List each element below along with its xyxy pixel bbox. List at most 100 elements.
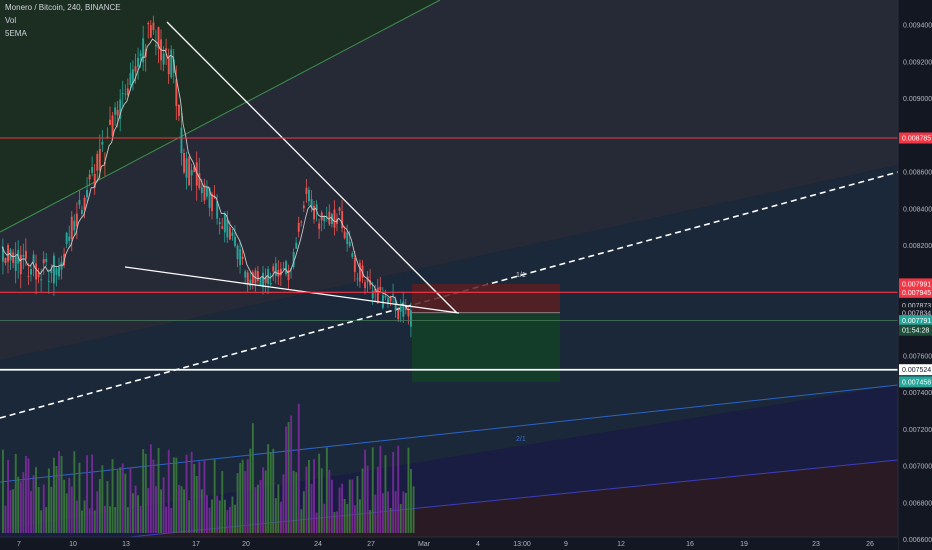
volume-bar	[180, 486, 183, 533]
candle-body	[392, 294, 395, 296]
volume-bar	[407, 447, 410, 533]
volume-bar	[351, 479, 354, 533]
candle-body	[93, 173, 96, 188]
volume-bar	[157, 448, 160, 533]
volume-bar	[70, 486, 73, 533]
volume-bar	[382, 493, 384, 533]
candle-body	[384, 295, 387, 298]
volume-bar	[30, 490, 32, 533]
candle-body	[60, 262, 63, 270]
x-tick-label: 23	[812, 541, 820, 548]
volume-bar	[348, 479, 351, 533]
candle-body	[91, 167, 94, 173]
volume-bar	[106, 481, 109, 533]
x-tick-label: 10	[69, 541, 77, 548]
candle-body	[152, 22, 155, 31]
volume-bar	[336, 511, 338, 533]
candle-body	[70, 216, 73, 239]
support-price-badge-bg	[899, 364, 932, 376]
candle-body	[229, 227, 231, 240]
candle-body	[297, 222, 300, 232]
candle-body	[211, 193, 213, 211]
volume-bar	[37, 487, 40, 533]
volume-bar	[183, 489, 185, 533]
volume-bar	[2, 449, 4, 533]
candle-body	[310, 199, 313, 208]
candle-body	[402, 301, 405, 317]
time-axis	[0, 537, 898, 550]
candle-body	[394, 299, 397, 311]
price-axis	[898, 0, 932, 550]
volume-bar	[379, 445, 382, 533]
candle-body	[37, 272, 40, 278]
candle-body	[351, 253, 354, 257]
volume-bar	[410, 469, 412, 533]
candle-body	[353, 257, 356, 273]
volume-bar	[333, 512, 336, 533]
volume-bar	[142, 449, 145, 533]
target-price-badge-bg	[899, 376, 932, 388]
volume-bar	[216, 495, 219, 533]
candle-body	[124, 93, 127, 95]
candle-body	[371, 290, 374, 299]
volume-bar	[389, 508, 392, 533]
candle-body	[114, 107, 117, 115]
y-tick-label: 0.007600	[903, 353, 932, 360]
volume-bar	[96, 491, 99, 533]
y-tick-label: 0.009000	[903, 96, 932, 103]
volume-bar	[172, 457, 175, 533]
volume-bar	[203, 460, 206, 533]
candle-body	[287, 269, 290, 281]
volume-bar	[325, 447, 328, 533]
candle-body	[359, 262, 361, 282]
volume-bar	[218, 500, 221, 533]
candle-body	[68, 236, 71, 241]
volume-bar	[412, 486, 415, 533]
candle-body	[285, 261, 287, 275]
volume-bar	[292, 470, 295, 533]
candle-body	[251, 272, 254, 284]
volume-bar	[302, 491, 305, 533]
volume-bar	[50, 486, 53, 533]
volume-bar	[68, 477, 71, 533]
candle-body	[198, 173, 201, 189]
candle-body	[203, 184, 206, 201]
volume-bar	[193, 463, 196, 533]
candle-body	[282, 268, 285, 270]
volume-bar	[121, 463, 124, 533]
volume-bar	[134, 485, 137, 533]
volume-bar	[223, 499, 226, 533]
candle-body	[218, 222, 221, 224]
volume-bar	[114, 507, 117, 533]
candle-body	[83, 197, 86, 210]
candle-body	[22, 255, 25, 257]
volume-bar	[239, 463, 242, 533]
candle-body	[12, 252, 15, 263]
candle-body	[221, 226, 224, 229]
volume-bar	[60, 455, 63, 533]
volume-bar	[40, 510, 43, 533]
volume-bar	[331, 479, 333, 533]
volume-bar	[290, 415, 293, 533]
candle-body	[7, 245, 9, 262]
candle-body	[379, 286, 382, 291]
candle-body	[262, 272, 264, 288]
volume-bar	[119, 467, 122, 533]
candle-body	[249, 279, 252, 287]
volume-bar	[58, 451, 60, 533]
ema-indicator-label[interactable]: 5EMA	[5, 29, 27, 38]
volume-bar	[376, 466, 379, 533]
resistance-price-badge-bg	[899, 132, 932, 144]
volume-bar	[297, 403, 300, 533]
volume-bar	[7, 459, 9, 533]
candle-body	[404, 308, 407, 310]
volume-bar	[78, 462, 81, 533]
candle-body	[47, 281, 50, 282]
candle-body	[180, 127, 183, 153]
volume-bar	[149, 444, 152, 533]
candle-body	[341, 211, 344, 229]
volume-indicator-label[interactable]: Vol	[5, 16, 17, 25]
candle-body	[157, 27, 160, 49]
